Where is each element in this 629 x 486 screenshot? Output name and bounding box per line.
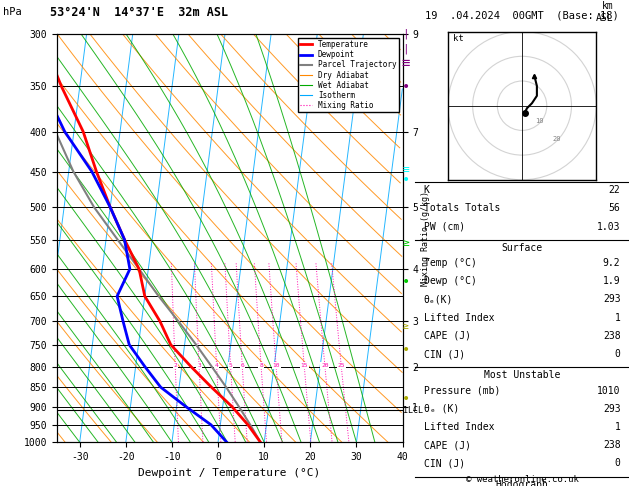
Text: •: • (401, 392, 410, 405)
Text: PW (cm): PW (cm) (424, 222, 465, 231)
Text: 0: 0 (615, 458, 620, 469)
Text: 20: 20 (321, 363, 328, 368)
Text: CAPE (J): CAPE (J) (424, 331, 470, 341)
Text: Temp (°C): Temp (°C) (424, 258, 477, 268)
Text: ≡: ≡ (401, 56, 410, 70)
Text: 19  .04.2024  00GMT  (Base: 18): 19 .04.2024 00GMT (Base: 18) (425, 11, 619, 21)
Text: θₑ (K): θₑ (K) (424, 404, 459, 414)
X-axis label: Dewpoint / Temperature (°C): Dewpoint / Temperature (°C) (138, 468, 321, 478)
Text: •: • (401, 81, 410, 94)
Text: 1: 1 (615, 422, 620, 432)
Text: •: • (401, 173, 410, 187)
Text: 56: 56 (609, 203, 620, 213)
Text: 9.2: 9.2 (603, 258, 620, 268)
Text: 8: 8 (259, 363, 263, 368)
Text: kt: kt (453, 35, 464, 43)
Text: 53°24'N  14°37'E  32m ASL: 53°24'N 14°37'E 32m ASL (50, 6, 228, 18)
Text: 238: 238 (603, 440, 620, 450)
Text: 293: 293 (603, 404, 620, 414)
Text: 22: 22 (609, 185, 620, 195)
Text: 238: 238 (603, 331, 620, 341)
Text: 3: 3 (197, 363, 201, 368)
Text: CAPE (J): CAPE (J) (424, 440, 470, 450)
Text: 4: 4 (214, 363, 218, 368)
Text: •: • (401, 343, 410, 357)
Text: 25: 25 (337, 363, 345, 368)
Text: 1.9: 1.9 (603, 276, 620, 286)
Text: |: | (403, 43, 409, 54)
Text: 1: 1 (615, 312, 620, 323)
Text: Hodograph: Hodograph (496, 480, 548, 486)
Text: CIN (J): CIN (J) (424, 458, 465, 469)
Text: 2: 2 (174, 363, 177, 368)
Text: K: K (424, 185, 430, 195)
Text: Pressure (mb): Pressure (mb) (424, 385, 500, 396)
Text: Surface: Surface (501, 243, 543, 253)
Text: Dewp (°C): Dewp (°C) (424, 276, 477, 286)
Text: CIN (J): CIN (J) (424, 349, 465, 359)
Text: 6: 6 (240, 363, 244, 368)
Text: 20: 20 (553, 136, 562, 142)
Text: Lifted Index: Lifted Index (424, 312, 494, 323)
Text: |: | (403, 29, 409, 39)
Legend: Temperature, Dewpoint, Parcel Trajectory, Dry Adiabat, Wet Adiabat, Isotherm, Mi: Temperature, Dewpoint, Parcel Trajectory… (298, 38, 399, 112)
Text: 15: 15 (301, 363, 308, 368)
Text: θₑ(K): θₑ(K) (424, 295, 453, 304)
Y-axis label: Mixing Ratio (g/kg): Mixing Ratio (g/kg) (421, 191, 430, 286)
Text: 1010: 1010 (597, 385, 620, 396)
Text: ≥: ≥ (403, 238, 409, 248)
Text: ≥: ≥ (403, 321, 409, 330)
Text: ≡: ≡ (403, 165, 409, 175)
Text: Lifted Index: Lifted Index (424, 422, 494, 432)
Text: 0: 0 (615, 349, 620, 359)
Text: 10: 10 (272, 363, 280, 368)
Text: 1LCL: 1LCL (403, 406, 423, 415)
Text: •: • (401, 275, 410, 289)
Text: © weatheronline.co.uk: © weatheronline.co.uk (465, 474, 579, 484)
Text: 1.03: 1.03 (597, 222, 620, 231)
Text: hPa: hPa (3, 7, 22, 17)
Text: 5: 5 (229, 363, 233, 368)
Text: km
ASL: km ASL (596, 1, 613, 23)
Text: Totals Totals: Totals Totals (424, 203, 500, 213)
Text: Most Unstable: Most Unstable (484, 370, 560, 380)
Text: 10: 10 (535, 118, 544, 124)
Text: 293: 293 (603, 295, 620, 304)
